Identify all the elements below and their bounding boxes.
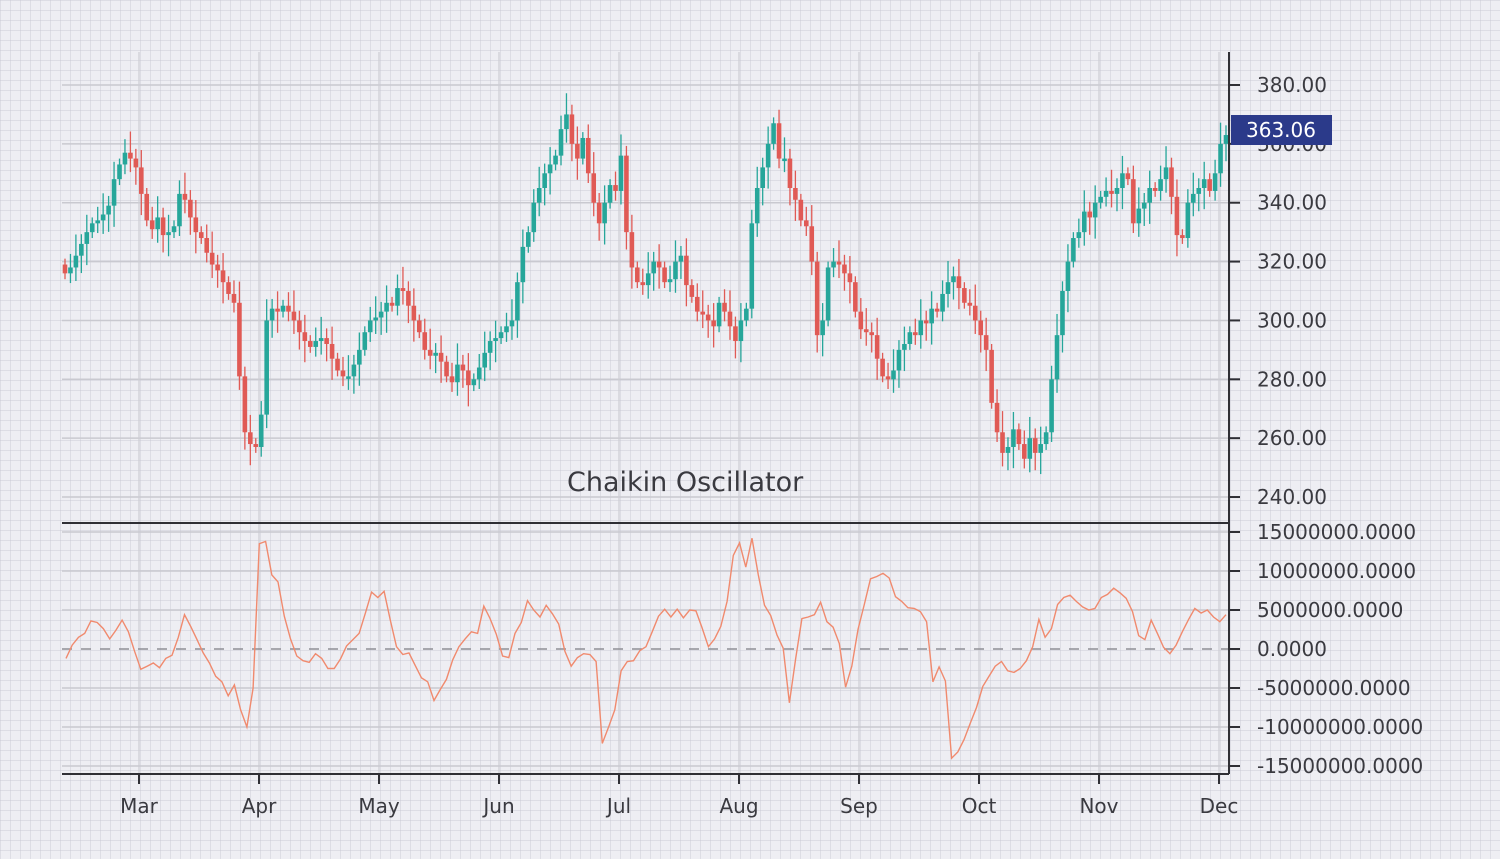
month-tick-label: Nov	[1079, 794, 1118, 818]
oscillator-axis: 15000000.0000 10000000.0000 5000000.0000 0.…	[1229, 520, 1423, 778]
last-price-badge: 363.06	[1231, 115, 1332, 145]
oscillator-tick-label: 0.0000	[1257, 637, 1327, 661]
month-tick-label: Mar	[120, 794, 159, 818]
month-tick-label: Jun	[481, 794, 514, 818]
oscillator-tick-label: 5000000.0000	[1257, 598, 1403, 622]
month-tick-label: Aug	[719, 794, 758, 818]
oscillator-tick-label: 10000000.0000	[1257, 559, 1416, 583]
month-tick-label: Oct	[962, 794, 997, 818]
chaikin-oscillator-line	[65, 538, 1227, 760]
price-tick-label: 300.00	[1257, 308, 1327, 332]
candlestick-series	[62, 93, 1229, 475]
month-tick-label: Apr	[242, 794, 277, 818]
price-tick-label: 260.00	[1257, 426, 1327, 450]
last-price-value: 363.06	[1246, 118, 1316, 142]
price-tick-label: 340.00	[1257, 191, 1327, 215]
month-tick-label: Sep	[840, 794, 878, 818]
oscillator-tick-label: 15000000.0000	[1257, 520, 1416, 544]
month-tick-label: May	[358, 794, 400, 818]
price-tick-label: 240.00	[1257, 485, 1327, 509]
month-tick-label: Dec	[1200, 794, 1239, 818]
price-tick-label: 280.00	[1257, 367, 1327, 391]
price-tick-label: 380.00	[1257, 73, 1327, 97]
month-tick-label: Jul	[605, 794, 631, 818]
oscillator-title: Chaikin Oscillator	[567, 467, 804, 498]
oscillator-tick-label: -10000000.0000	[1257, 715, 1423, 739]
time-axis: Mar Apr May Jun Jul Aug Sep Oct Nov Dec	[120, 774, 1238, 818]
month-gridlines	[138, 52, 1220, 774]
price-tick-label: 320.00	[1257, 250, 1327, 274]
oscillator-tick-label: -5000000.0000	[1257, 676, 1411, 700]
price-gridlines	[62, 84, 1229, 498]
oscillator-tick-label: -15000000.0000	[1257, 754, 1423, 778]
